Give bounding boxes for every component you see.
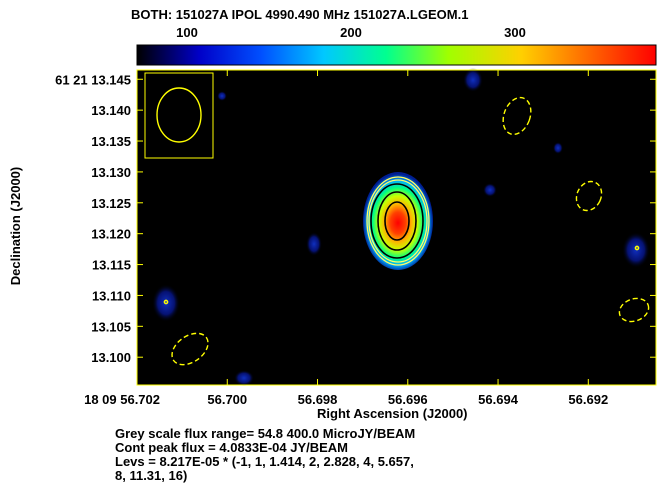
source-glow (363, 172, 433, 270)
x-tick-label: 56.700 (207, 392, 247, 407)
y-tick-label: 13.130 (91, 165, 131, 180)
noise-blob (483, 183, 497, 197)
contour-peak (634, 245, 640, 251)
y-axis-label: Declination (J2000) (8, 167, 23, 286)
y-tick-labels: 61 21 13.145 13.140 13.135 13.130 13.125 13.1… (55, 72, 131, 365)
contour-levels-text-cont: 8, 11.31, 16) (115, 468, 188, 483)
y-tick-label: 13.120 (91, 227, 131, 242)
noise-blob (463, 68, 483, 92)
contour-level (377, 191, 417, 251)
beam-ellipse (156, 87, 202, 143)
x-tick-label: 56.692 (568, 392, 608, 407)
negative-contour (618, 297, 650, 323)
negative-contour (575, 180, 603, 212)
x-tick-label: 56.698 (298, 392, 338, 407)
colorbar-tick-label: 300 (504, 25, 526, 40)
y-tick-label: 61 21 13.145 (55, 72, 131, 87)
colorbar-tick-label: 200 (340, 25, 362, 40)
negative-contour (171, 332, 209, 366)
beam-frame (144, 72, 214, 159)
noise-blob (217, 91, 227, 101)
noise-blob (234, 370, 254, 386)
negative-contour (502, 96, 532, 136)
plot-frame (136, 69, 657, 386)
contour-level (370, 183, 424, 259)
y-tick-label: 13.100 (91, 350, 131, 365)
flux-range-text: Grey scale flux range= 54.8 400.0 MicroJ… (115, 426, 416, 441)
peak-flux-text: Cont peak flux = 4.0833E-04 JY/BEAM (115, 440, 349, 455)
y-tick-label: 13.105 (91, 319, 131, 334)
colorbar-gradient (136, 44, 657, 66)
x-tick-label: 56.696 (388, 392, 428, 407)
contour-level (384, 201, 410, 241)
y-tick-label: 13.115 (92, 258, 131, 273)
y-tick-label: 13.110 (92, 288, 131, 303)
y-tick-label: 13.140 (91, 103, 131, 118)
noise-blob (306, 232, 322, 256)
colorbar-tick-label: 100 (176, 25, 198, 40)
colorbar: 100 200 300 (136, 25, 657, 66)
contour-level (366, 176, 430, 266)
source-emission (363, 172, 433, 270)
x-tick-label: 18 09 56.702 (84, 392, 160, 407)
contour-level (368, 179, 428, 263)
contour-peak (163, 299, 169, 305)
contour-levels-text: Levs = 8.217E-05 * (-1, 1, 1.414, 2, 2.8… (115, 454, 414, 469)
y-tick-label: 13.125 (91, 196, 131, 211)
beam-box (144, 72, 214, 159)
plot-area (136, 68, 657, 386)
x-axis-label: Right Ascension (J2000) (317, 406, 468, 421)
x-tick-label: 56.694 (478, 392, 519, 407)
noise-blob (553, 142, 563, 154)
x-tick-labels: 18 09 56.702 56.700 56.698 56.696 56.694 56.6… (84, 392, 608, 407)
chart-title: BOTH: 151027A IPOL 4990.490 MHz 151027A.… (131, 7, 468, 22)
negative-contours (171, 96, 650, 366)
y-tick-label: 13.135 (91, 134, 131, 149)
peak-markers (163, 245, 640, 305)
image-summary: Grey scale flux range= 54.8 400.0 MicroJ… (115, 427, 635, 483)
axis-ticks (136, 70, 656, 385)
